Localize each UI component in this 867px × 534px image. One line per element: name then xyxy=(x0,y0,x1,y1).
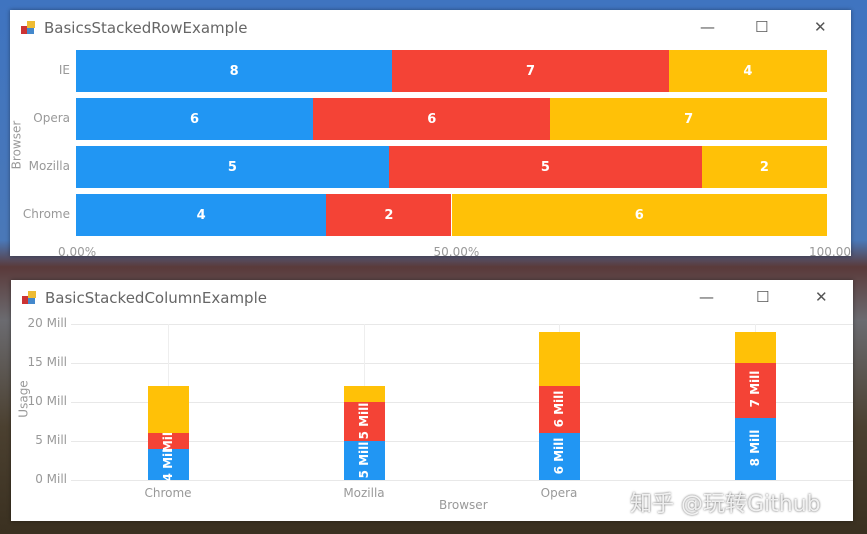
bar-segment: 5 xyxy=(388,146,702,188)
bar-segment xyxy=(343,402,385,441)
watermark: 知乎 @玩转Github xyxy=(630,492,821,517)
bar-segment xyxy=(147,448,189,480)
y-tick-label: 15 Mill xyxy=(27,355,67,369)
close-button[interactable]: ✕ xyxy=(814,18,827,36)
bar-segment xyxy=(147,386,189,434)
category-label: Mozilla xyxy=(343,486,385,500)
bar-segment xyxy=(734,331,776,363)
bar-label: 7 Mill xyxy=(748,370,762,408)
bar-segment: 6 xyxy=(313,98,551,140)
y-tick-label: 5 Mill xyxy=(35,433,67,447)
minimize-button[interactable]: — xyxy=(699,288,714,306)
y-tick-label: 0 Mill xyxy=(35,472,67,486)
x-tick-label: 50.00% xyxy=(433,245,480,256)
bar-segment xyxy=(538,433,580,480)
y-tick-label: 20 Mill xyxy=(27,316,67,330)
bar-segment xyxy=(147,433,189,449)
close-button[interactable]: ✕ xyxy=(815,288,828,306)
minimize-button[interactable]: — xyxy=(700,18,715,36)
bar-segment: 7 xyxy=(392,50,669,92)
bar-segment: 8 xyxy=(76,50,393,92)
bar-label: 8 Mill xyxy=(748,429,762,467)
x-tick-label: 100.00% xyxy=(809,245,851,256)
category-label: Opera xyxy=(540,486,578,500)
bar-label: 5 Mill xyxy=(357,402,371,439)
stacked-column-window: BasicStackedColumnExample — ☐ ✕ 20 Mill 1… xyxy=(11,280,853,521)
bar-segment: 5 xyxy=(76,146,389,188)
y-tick-label: 10 Mill xyxy=(27,394,67,408)
bar-segment: 7 xyxy=(550,98,827,140)
bar-segment: 2 xyxy=(326,194,452,236)
app-icon xyxy=(22,291,36,304)
bar-label: 6 Mill xyxy=(552,390,566,428)
bar-segment: 2 xyxy=(701,146,827,188)
bar-segment: 4 xyxy=(668,50,827,92)
category-label: Chrome xyxy=(144,486,192,500)
grid-line xyxy=(71,480,853,481)
x-axis-title: Browser xyxy=(439,498,488,512)
category-label: Opera xyxy=(33,111,70,125)
app-icon xyxy=(21,21,35,34)
category-label: Mozilla xyxy=(28,159,70,173)
bar-segment xyxy=(734,417,776,480)
x-tick-label: 0.00% xyxy=(58,245,97,256)
y-axis-title: Browser xyxy=(10,120,24,170)
stacked-row-window: BasicsStackedRowExample — ☐ ✕ Browser IE 8… xyxy=(10,10,851,256)
grid-line xyxy=(71,324,853,325)
bar-segment: 6 xyxy=(451,194,827,236)
bar-segment xyxy=(734,363,776,418)
maximize-button[interactable]: ☐ xyxy=(755,18,769,36)
bar-segment: 6 xyxy=(76,98,314,140)
bar-label: 6 Mill xyxy=(552,437,566,474)
bar-segment xyxy=(343,386,385,402)
grid-line xyxy=(71,402,853,403)
bar-segment xyxy=(538,331,580,387)
bar-segment xyxy=(343,441,385,480)
grid-line xyxy=(71,363,853,364)
category-label: IE xyxy=(58,63,70,77)
y-axis-title: Usage xyxy=(16,380,31,418)
bar-segment xyxy=(538,386,580,434)
grid-line xyxy=(71,441,853,442)
window-title: BasicsStackedRowExample xyxy=(44,19,248,37)
bar-segment: 4 xyxy=(76,194,327,236)
window-title: BasicStackedColumnExample xyxy=(45,289,267,307)
category-label: Chrome xyxy=(22,207,70,221)
maximize-button[interactable]: ☐ xyxy=(756,288,770,306)
